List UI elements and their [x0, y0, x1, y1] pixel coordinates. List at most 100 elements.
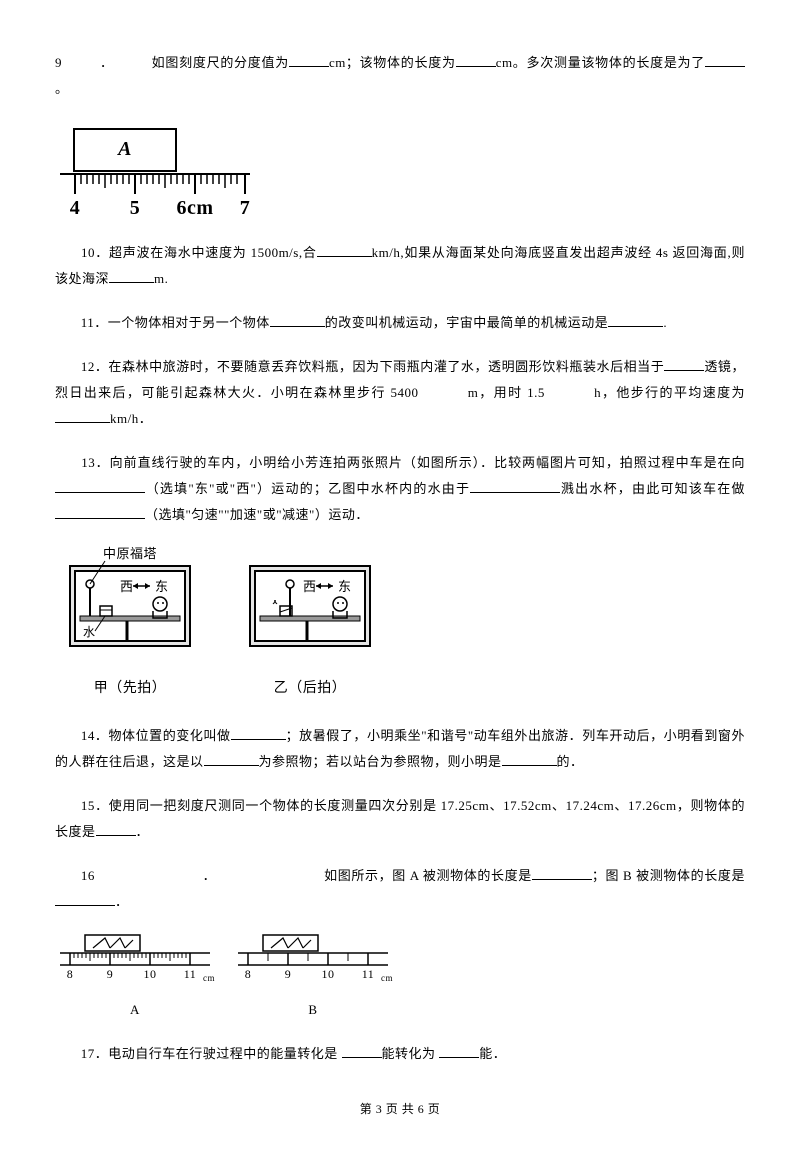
figure-q16: 8 9 10 11 cm A: [55, 933, 745, 1023]
svg-text:东: 东: [155, 579, 169, 594]
q-text: 溅出水杯，由此可知该车在做: [560, 481, 745, 496]
question-17: 17．电动自行车在行驶过程中的能量转化是 能转化为 能．: [55, 1041, 745, 1067]
q-text: 能．: [479, 1046, 506, 1061]
q-text: 能转化为: [382, 1046, 436, 1061]
blank: [55, 891, 115, 906]
page-footer: 第 3 页 共 6 页: [55, 1097, 745, 1121]
q-text: h，他步行的平均速度为: [594, 385, 745, 400]
q-num: 13: [81, 455, 95, 470]
blank: [317, 242, 372, 257]
blank: [55, 504, 145, 519]
svg-text:9: 9: [107, 967, 114, 981]
blank: [502, 751, 557, 766]
svg-text:西: 西: [120, 579, 134, 594]
blank: [55, 478, 145, 493]
train-svg-left: 西 东 水 中原福塔: [55, 546, 205, 666]
svg-text:11: 11: [362, 967, 375, 981]
train-svg-right: 西 东: [235, 546, 385, 666]
page-content: 9 ． 如图刻度尺的分度值为 cm；该物体的长度为 cm。多次测量该物体的长度是为了…: [0, 0, 800, 1151]
q-text: 为参照物；若以站台为参照物，则小明是: [259, 754, 502, 769]
ruler-label: 7: [240, 197, 251, 219]
blank: [342, 1043, 382, 1058]
q-text: ．物体位置的变化叫做: [95, 728, 231, 743]
q-text: 的改变叫机械运动，宇宙中最简单的机械运动是: [325, 315, 609, 330]
blank: [608, 312, 663, 327]
q-text: .: [663, 315, 667, 330]
svg-text:11: 11: [184, 967, 197, 981]
caption-left: 甲（先拍）: [55, 675, 205, 703]
svg-text:中原福塔: 中原福塔: [103, 546, 157, 561]
blank: [470, 478, 560, 493]
question-10: 10．超声波在海水中速度为 1500m/s,合km/h,如果从海面某处向海底竖直…: [55, 240, 745, 292]
figure-q9: A: [55, 128, 255, 222]
q-num: 17: [81, 1046, 95, 1061]
question-16: 16 ． 如图所示，图 A 被测物体的长度是 ；图 B 被测物体的长度是 ．: [55, 863, 745, 915]
q-prefix: ．: [203, 868, 217, 883]
blank: [96, 821, 136, 836]
q-text: ．使用同一把刻度尺测同一个物体的长度测量四次分别是 17.25cm、17.52c…: [55, 798, 745, 839]
q-num: 9: [55, 55, 62, 70]
q-text: cm；该物体的长度为: [329, 55, 456, 70]
q-prefix: ．: [100, 55, 114, 70]
question-9: 9 ． 如图刻度尺的分度值为 cm；该物体的长度为 cm。多次测量该物体的长度是为了…: [55, 50, 745, 102]
svg-text:cm: cm: [381, 973, 393, 983]
q-text: ．在森林中旅游时，不要随意丢弃饮料瓶，因为下雨瓶内灌了水，透明圆形饮料瓶装水后相…: [95, 359, 665, 374]
q-text: 如图刻度尺的分度值为: [152, 55, 289, 70]
q-text: ；图 B 被测物体的长度是: [592, 868, 745, 883]
ruler-a-svg: 8 9 10 11 cm: [55, 933, 215, 988]
q-text: m.: [154, 271, 168, 286]
caption-right: 乙（后拍）: [235, 675, 385, 703]
svg-text:东: 东: [338, 579, 352, 594]
q-text: km/h．: [110, 411, 152, 426]
question-11: 11．一个物体相对于另一个物体 的改变叫机械运动，宇宙中最简单的机械运动是.: [55, 310, 745, 336]
q-num: 10: [81, 245, 95, 260]
q-num: 12: [81, 359, 95, 374]
svg-text:水: 水: [83, 625, 96, 639]
svg-text:9: 9: [285, 967, 292, 981]
q-text: （选填"东"或"西"）运动的；乙图中水杯内的水由于: [145, 481, 470, 496]
svg-text:10: 10: [144, 967, 157, 981]
blank: [289, 52, 329, 67]
q-num: 16: [81, 868, 95, 883]
q-num: 11: [81, 315, 95, 330]
figure-q13: 西 东 水 中原福塔: [55, 546, 745, 703]
object-a: A: [73, 128, 177, 172]
question-13: 13．向前直线行驶的车内，小明给小芳连拍两张照片（如图所示）．比较两幅图片可知，…: [55, 450, 745, 528]
ruler-a: 8 9 10 11 cm A: [55, 933, 215, 1023]
q-text: 。: [55, 81, 69, 96]
q-text: ．电动自行车在行驶过程中的能量转化是: [95, 1046, 338, 1061]
blank: [204, 751, 259, 766]
blank: [664, 356, 704, 371]
ruler-label: 5: [130, 197, 141, 219]
blank: [270, 312, 325, 327]
q-text: ．: [136, 824, 150, 839]
ruler-svg: 4 5 6cm 7: [55, 172, 255, 222]
q-text: （选填"匀速""加速"或"减速"）运动．: [145, 507, 369, 522]
question-14: 14．物体位置的变化叫做；放暑假了，小明乘坐"和谐号"动车组外出旅游．列车开动后…: [55, 723, 745, 775]
blank: [55, 408, 110, 423]
label-a: A: [55, 997, 215, 1023]
svg-text:10: 10: [322, 967, 335, 981]
label-b: B: [233, 997, 393, 1023]
ruler-b: 8 9 10 11 cm B: [233, 933, 393, 1023]
svg-text:cm: cm: [203, 973, 215, 983]
q-text: ．一个物体相对于另一个物体: [94, 315, 270, 330]
blank: [532, 865, 592, 880]
blank: [705, 52, 745, 67]
q-text: cm。多次测量该物体的长度是为了: [496, 55, 705, 70]
question-12: 12．在森林中旅游时，不要随意丢弃饮料瓶，因为下雨瓶内灌了水，透明圆形饮料瓶装水…: [55, 354, 745, 432]
q-text: 的．: [557, 754, 584, 769]
svg-text:8: 8: [245, 967, 252, 981]
blank: [231, 725, 286, 740]
question-15: 15．使用同一把刻度尺测同一个物体的长度测量四次分别是 17.25cm、17.5…: [55, 793, 745, 845]
ruler-label: 4: [70, 197, 81, 219]
train-panel-left: 西 东 水 中原福塔: [55, 546, 205, 703]
q-num: 14: [81, 728, 95, 743]
q-text: ．: [115, 894, 129, 909]
q-text: m，用时 1.5: [468, 385, 545, 400]
q-num: 15: [81, 798, 95, 813]
q-text: 如图所示，图 A 被测物体的长度是: [324, 868, 532, 883]
svg-text:8: 8: [67, 967, 74, 981]
q-text: ．超声波在海水中速度为 1500m/s,合: [95, 245, 317, 260]
blank: [109, 268, 154, 283]
